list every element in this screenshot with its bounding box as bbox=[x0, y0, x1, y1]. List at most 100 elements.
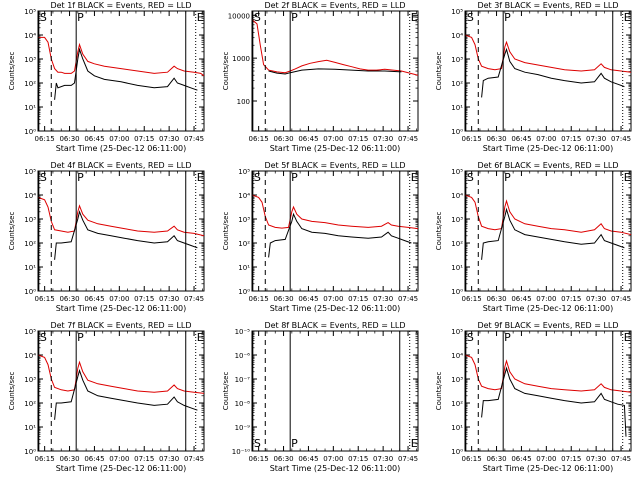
marker-letter-s: S bbox=[467, 171, 474, 184]
y-tick-label: 10² bbox=[238, 240, 250, 248]
x-axis-label: Start Time (25-Dec-12 06:11:00) bbox=[56, 304, 187, 313]
series-lld-line bbox=[465, 194, 631, 236]
y-tick-label: 10² bbox=[451, 80, 463, 88]
y-tick-label: 10² bbox=[24, 80, 36, 88]
x-tick-label: 07:45 bbox=[611, 135, 631, 143]
plot-area bbox=[465, 11, 631, 131]
x-tick-label: 07:15 bbox=[561, 455, 581, 463]
series-events-line bbox=[268, 212, 412, 258]
marker-letter-e: E bbox=[411, 437, 418, 450]
marker-letter-e: E bbox=[197, 11, 204, 24]
axes-frame bbox=[37, 10, 205, 132]
x-tick-label: 06:45 bbox=[84, 295, 104, 303]
marker-letter-p: P bbox=[291, 437, 298, 450]
marker-letter-p: P bbox=[504, 331, 511, 344]
marker-letter-p: P bbox=[291, 11, 298, 24]
panel-title: Det 4f BLACK = Events, RED = LLD bbox=[50, 161, 191, 170]
panel-title: Det 3f BLACK = Events, RED = LLD bbox=[477, 1, 618, 10]
marker-letter-e: E bbox=[411, 171, 418, 184]
y-tick-label: 10¹ bbox=[24, 264, 36, 272]
panel-det-6: Det 6f BLACK = Events, RED = LLD 10⁰ 10¹ 10… bbox=[435, 161, 632, 313]
marker-letter-e: E bbox=[197, 331, 204, 344]
x-axis-label: Start Time (25-Dec-12 06:11:00) bbox=[270, 304, 401, 313]
y-tick-label: 10⁴ bbox=[451, 32, 463, 40]
y-tick-label: 10² bbox=[451, 240, 463, 248]
x-axis-label: Start Time (25-Dec-12 06:11:00) bbox=[483, 304, 614, 313]
marker-letter-e: E bbox=[624, 11, 631, 24]
x-tick-label: 06:15 bbox=[462, 295, 482, 303]
x-tick-label: 07:45 bbox=[611, 295, 631, 303]
x-tick-label: 07:00 bbox=[536, 135, 556, 143]
x-tick-label: 07:30 bbox=[586, 295, 606, 303]
y-tick-label: 1000 bbox=[232, 55, 250, 63]
marker-letter-p: P bbox=[291, 171, 298, 184]
marker-letter-s: S bbox=[254, 11, 261, 24]
y-tick-label: 10⁻⁵ bbox=[235, 328, 251, 336]
x-axis-label: Start Time (25-Dec-12 06:11:00) bbox=[56, 464, 187, 473]
y-tick-label: 10⁰ bbox=[24, 128, 36, 136]
marker-letter-s: S bbox=[40, 171, 47, 184]
x-tick-label: 07:00 bbox=[323, 455, 343, 463]
x-tick-label: 07:15 bbox=[561, 295, 581, 303]
y-tick-label: 10¹ bbox=[451, 104, 463, 112]
panel-title: Det 9f BLACK = Events, RED = LLD bbox=[477, 321, 618, 330]
y-tick-label: 10⁵ bbox=[24, 168, 36, 176]
x-tick-label: 06:15 bbox=[35, 295, 55, 303]
plot-area bbox=[465, 331, 631, 451]
plot-area bbox=[252, 171, 418, 291]
y-tick-label: 10⁰ bbox=[24, 448, 36, 456]
x-tick-label: 06:45 bbox=[298, 135, 318, 143]
x-tick-label: 07:30 bbox=[159, 455, 179, 463]
axes-frame bbox=[37, 330, 205, 452]
x-tick-label: 07:15 bbox=[348, 455, 368, 463]
panel-det-3: Det 3f BLACK = Events, RED = LLD 10⁰ 10¹ 10… bbox=[435, 1, 632, 153]
y-tick-label: 10³ bbox=[451, 56, 463, 64]
y-tick-label: 10² bbox=[451, 400, 463, 408]
x-tick-label: 06:15 bbox=[462, 455, 482, 463]
y-axis-label: Counts/sec bbox=[8, 52, 16, 91]
y-tick-label: 10⁻⁶ bbox=[235, 352, 251, 360]
marker-letter-s: S bbox=[467, 11, 474, 24]
marker-letter-p: P bbox=[77, 171, 84, 184]
y-tick-label: 10³ bbox=[451, 376, 463, 384]
x-tick-label: 06:30 bbox=[486, 455, 506, 463]
x-tick-label: 06:30 bbox=[273, 135, 293, 143]
y-tick-label: 10⁴ bbox=[451, 192, 463, 200]
y-axis-label: Counts/sec bbox=[435, 212, 443, 251]
x-axis-label: Start Time (25-Dec-12 06:11:00) bbox=[483, 144, 614, 153]
marker-letter-s: S bbox=[254, 171, 261, 184]
panel-title: Det 8f BLACK = Events, RED = LLD bbox=[264, 321, 405, 330]
y-tick-label: 10⁴ bbox=[238, 192, 250, 200]
x-tick-label: 07:30 bbox=[373, 295, 393, 303]
x-tick-label: 07:30 bbox=[373, 135, 393, 143]
x-tick-label: 07:45 bbox=[398, 295, 418, 303]
y-tick-label: 10⁴ bbox=[24, 32, 36, 40]
series-lld-line bbox=[465, 34, 631, 73]
x-tick-label: 07:45 bbox=[184, 135, 204, 143]
plot-area bbox=[465, 171, 631, 291]
y-tick-label: 10⁻¹⁰ bbox=[232, 448, 250, 456]
marker-letter-s: S bbox=[40, 331, 47, 344]
x-tick-label: 07:15 bbox=[561, 135, 581, 143]
x-tick-label: 06:30 bbox=[486, 135, 506, 143]
y-tick-label: 10³ bbox=[24, 56, 36, 64]
x-tick-label: 07:00 bbox=[109, 295, 129, 303]
x-tick-label: 06:30 bbox=[273, 295, 293, 303]
x-tick-label: 06:15 bbox=[249, 455, 269, 463]
series-events-line bbox=[481, 47, 625, 98]
plot-area bbox=[252, 11, 418, 131]
x-tick-label: 07:30 bbox=[159, 135, 179, 143]
y-tick-label: 10³ bbox=[238, 216, 250, 224]
y-tick-label: 100 bbox=[237, 98, 250, 106]
x-tick-label: 06:15 bbox=[35, 455, 55, 463]
x-tick-label: 06:15 bbox=[249, 135, 269, 143]
y-axis-label: Counts/sec bbox=[435, 372, 443, 411]
x-tick-label: 06:45 bbox=[84, 455, 104, 463]
panel-det-9: Det 9f BLACK = Events, RED = LLD 10⁰ 10¹ 10… bbox=[435, 321, 632, 473]
y-axis-label: Counts/sec bbox=[222, 212, 230, 251]
panel-det-5: Det 5f BLACK = Events, RED = LLD 10⁰ 10¹ 10… bbox=[222, 161, 419, 313]
x-tick-label: 07:45 bbox=[184, 455, 204, 463]
x-tick-label: 06:15 bbox=[35, 135, 55, 143]
panel-det-1: Det 1f BLACK = Events, RED = LLD 10⁰ 10¹ 10… bbox=[8, 1, 205, 153]
